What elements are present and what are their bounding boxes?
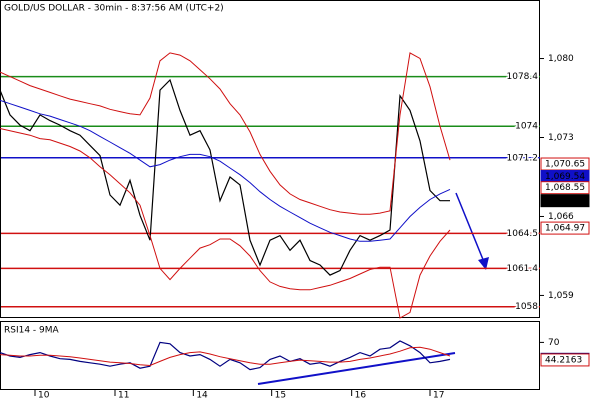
x-tick-label: 16: [355, 391, 367, 400]
rsi-panel-frame: [0, 321, 540, 390]
series-line: [0, 346, 451, 367]
series-line: [0, 78, 450, 276]
price-tag-label: 1,068.55: [545, 183, 585, 193]
price-tag: [540, 157, 590, 171]
rsi-title: RSI14 - 9MA: [4, 326, 60, 336]
y-tick-label: 1,059: [548, 291, 574, 301]
y-tick-label: 1,073: [548, 133, 574, 143]
series-line: [0, 340, 451, 371]
price-tag: [540, 353, 590, 367]
x-tick-label: 17: [433, 391, 444, 400]
arrow-head: [478, 257, 489, 270]
rsi-trendline: [257, 352, 456, 385]
y-tick-label: 70: [548, 338, 560, 348]
price-panel-frame: [0, 0, 540, 318]
x-tick-label: 15: [275, 391, 286, 400]
chart-title: GOLD/US DOLLAR - 30min - 8:37:56 AM (UTC…: [4, 4, 224, 14]
level-label: 1061.4: [507, 264, 539, 274]
price-tag-label: 1,067.4: [545, 196, 580, 206]
price-tag: [540, 221, 590, 235]
level-label: 1064.5: [507, 229, 539, 239]
series-line: [0, 52, 451, 215]
price-tag-label: 1,069.54: [545, 172, 585, 182]
series-line: [0, 128, 451, 319]
price-tag-label: 1,064.97: [545, 224, 585, 234]
level-label: 1078.4: [507, 72, 539, 82]
price-tag: [540, 194, 590, 208]
x-tick-label: 14: [196, 391, 208, 400]
series-line: [0, 99, 451, 242]
level-label: 1058: [515, 302, 538, 312]
x-tick-label: 11: [118, 391, 129, 400]
forecast-arrow: [455, 192, 485, 263]
y-tick-label: 1,066: [548, 212, 574, 222]
price-tag-label: 1,070.65: [545, 160, 585, 170]
price-tag-label: 44.2163: [545, 355, 582, 365]
y-tick-label: 1,080: [548, 54, 574, 64]
price-tag: [540, 181, 590, 195]
level-label: 1071.2: [507, 153, 539, 163]
level-label: 1074: [515, 122, 538, 132]
x-tick-label: 10: [38, 391, 50, 400]
